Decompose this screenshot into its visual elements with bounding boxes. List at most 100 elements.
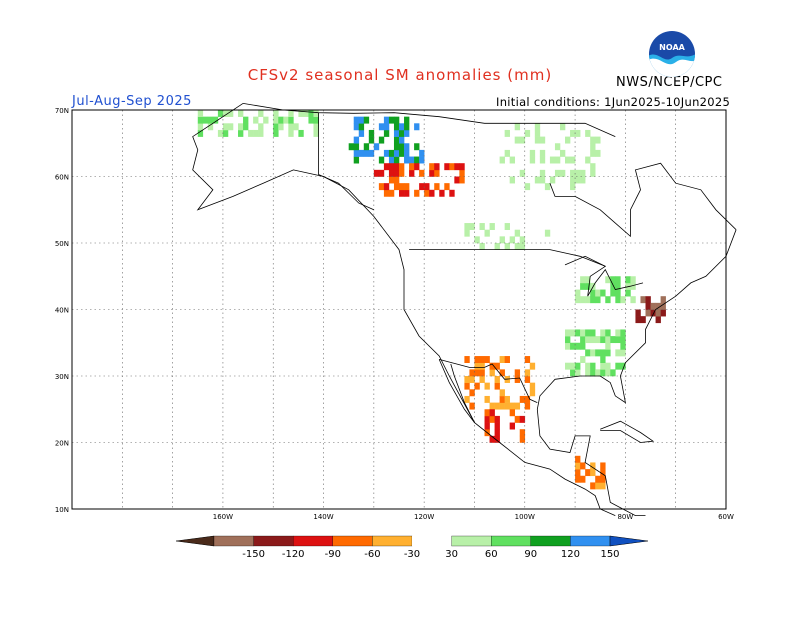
anomaly-cell [544, 229, 551, 237]
anomaly-cell [585, 129, 591, 137]
anomaly-cell [645, 296, 651, 304]
anomaly-cell [580, 342, 586, 350]
anomaly-cell [514, 369, 521, 377]
anomaly-cell [238, 129, 244, 137]
anomaly-cell [434, 163, 440, 171]
colorbar-label: -30 [404, 549, 420, 560]
anomaly-cell [600, 356, 606, 363]
anomaly-cell [504, 356, 510, 363]
anomaly-cell [625, 289, 631, 297]
lat-tick-label: 10N [55, 506, 69, 514]
anomaly-cell [600, 369, 606, 377]
anomaly-cell [499, 369, 505, 377]
anomaly-cell [585, 362, 591, 370]
anomaly-cell [575, 342, 581, 350]
anomaly-cell [630, 296, 636, 304]
colorbar-segment [412, 536, 452, 546]
anomaly-cell [519, 136, 526, 144]
anomaly-cell [630, 282, 636, 290]
colorbar-segment [332, 535, 373, 547]
anomaly-cell [494, 435, 500, 443]
anomaly-cell [253, 129, 259, 137]
anomaly-cell [293, 123, 299, 131]
anomaly-cell [539, 149, 546, 157]
anomaly-cell [600, 362, 606, 370]
anomaly-cell [444, 163, 450, 171]
coastline [439, 359, 538, 403]
coastline [192, 103, 500, 443]
colorbar-end-high [609, 535, 649, 547]
anomaly-cell [514, 402, 521, 410]
anomaly-cell [419, 169, 425, 177]
anomaly-cell [217, 129, 224, 137]
anomaly-cell [197, 110, 204, 117]
coastline [242, 103, 616, 137]
anomaly-cell [585, 469, 591, 477]
anomaly-cell [479, 223, 485, 230]
anomaly-cell [615, 336, 621, 344]
anomaly-cell [524, 129, 531, 137]
lon-tick-label: 120W [414, 513, 434, 521]
anomaly-cell [655, 302, 661, 310]
anomaly-cell [378, 169, 385, 177]
anomaly-cell [590, 349, 596, 357]
anomaly-cell [273, 123, 279, 131]
anomaly-cell [474, 369, 480, 377]
anomaly-cell [615, 296, 621, 304]
anomaly-cell [358, 149, 365, 157]
anomaly-cell [605, 362, 611, 370]
anomaly-cell [590, 462, 596, 470]
anomaly-cell [559, 169, 566, 177]
coastline [438, 359, 475, 423]
anomaly-cell [424, 183, 430, 191]
anomaly-cell [388, 169, 395, 177]
anomaly-cell [620, 329, 626, 337]
anomaly-cell [575, 129, 581, 137]
anomaly-cell [600, 329, 606, 337]
anomaly-cell [258, 129, 264, 137]
anomaly-cell [484, 415, 490, 423]
anomaly-cell [404, 189, 410, 197]
anomaly-cell [404, 129, 410, 137]
anomaly-cell [414, 163, 420, 171]
coastline [600, 420, 655, 443]
colorbar-label: 90 [524, 549, 537, 560]
anomaly-cell [399, 149, 405, 157]
anomaly-cell [393, 143, 400, 151]
anomaly-cell [514, 229, 521, 237]
anomaly-cell [298, 129, 304, 137]
anomaly-cell [499, 356, 505, 363]
anomaly-cell [640, 296, 646, 304]
anomaly-cell [288, 110, 294, 117]
anomaly-cell [388, 156, 395, 164]
anomaly-cell [489, 223, 495, 230]
anomaly-cell [393, 123, 400, 131]
anomaly-cell [222, 123, 229, 131]
anomaly-cell [605, 369, 611, 377]
anomaly-cell [353, 136, 360, 144]
anomaly-cell [595, 296, 601, 304]
anomaly-cell [514, 376, 521, 383]
latitude-tick-labels: 10N 20N 30N 40N 50N 60N 70N [55, 107, 69, 514]
anomaly-cell [575, 176, 581, 184]
anomaly-cell [393, 176, 400, 184]
colorbar-label: -120 [282, 549, 305, 560]
anomaly-cell [605, 276, 611, 284]
anomaly-cell [358, 116, 365, 124]
anomaly-cell [519, 415, 526, 423]
lat-tick-label: 30N [55, 373, 69, 381]
anomaly-cell [378, 136, 385, 144]
anomaly-cell [575, 455, 581, 463]
anomaly-cell [615, 276, 621, 284]
anomaly-cell [625, 276, 631, 284]
anomaly-cell [217, 110, 224, 117]
anomaly-cell [434, 169, 440, 177]
anomaly-cell [373, 169, 380, 177]
anomaly-cell [600, 482, 606, 490]
anomaly-cell [585, 329, 591, 337]
anomaly-cell [429, 169, 435, 177]
anomaly-cell [615, 329, 621, 337]
anomaly-cell [620, 296, 626, 304]
anomaly-cell [620, 349, 626, 357]
anomaly-cell [298, 110, 304, 117]
